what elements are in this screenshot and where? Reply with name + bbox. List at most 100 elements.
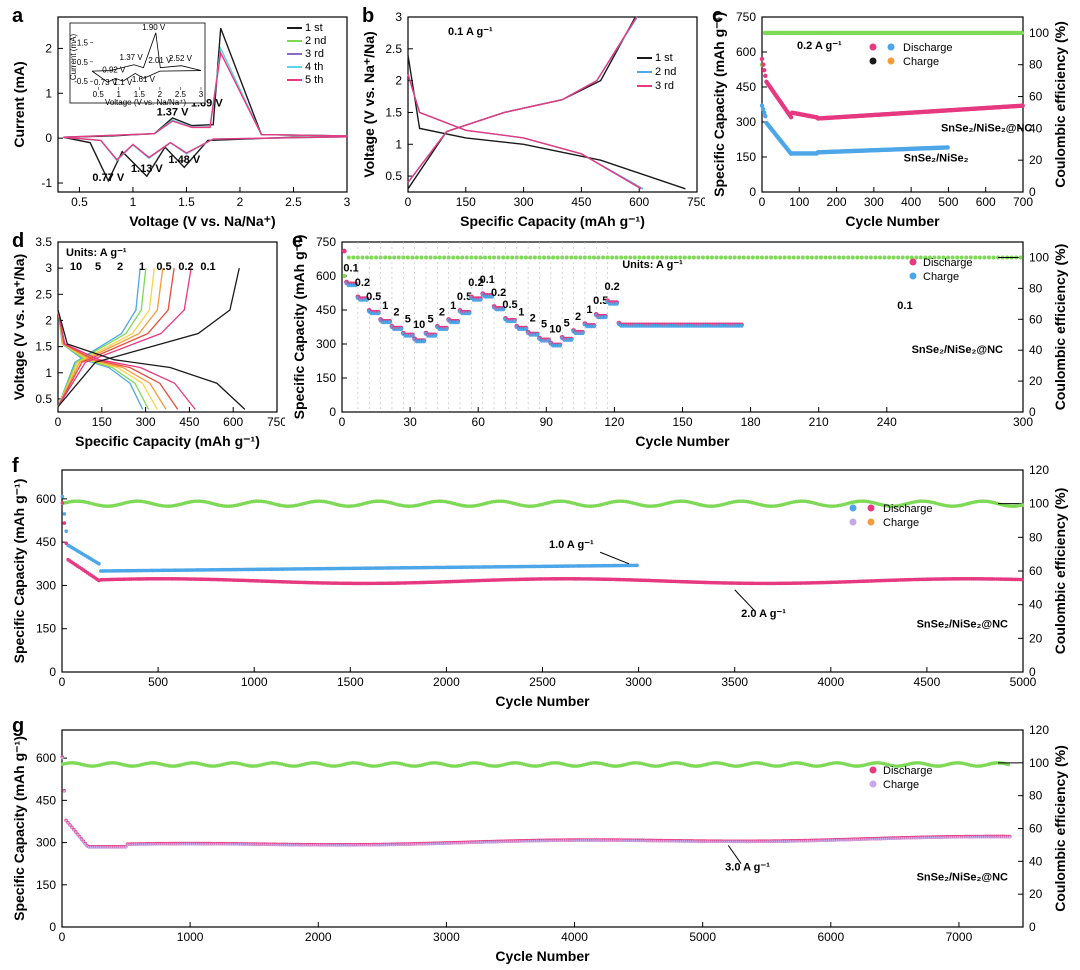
- svg-text:2: 2: [117, 261, 123, 273]
- svg-text:0: 0: [1029, 665, 1036, 679]
- svg-text:Charge: Charge: [923, 271, 959, 283]
- svg-text:0.2: 0.2: [178, 261, 193, 273]
- svg-text:5: 5: [541, 318, 547, 330]
- svg-text:0: 0: [55, 415, 62, 429]
- svg-text:0: 0: [759, 195, 766, 209]
- svg-text:500: 500: [148, 675, 168, 689]
- svg-text:Specific Capacity (mAh g⁻¹): Specific Capacity (mAh g⁻¹): [711, 12, 727, 197]
- svg-text:1.61 V: 1.61 V: [132, 75, 156, 84]
- svg-text:2 nd: 2 nd: [305, 35, 326, 47]
- svg-text:SnSe₂/NiSe₂@NC: SnSe₂/NiSe₂@NC: [912, 344, 1003, 356]
- svg-text:Voltage (V vs. Na⁺/Na): Voltage (V vs. Na⁺/Na): [361, 31, 377, 177]
- svg-text:600: 600: [223, 415, 243, 429]
- svg-text:450: 450: [571, 195, 591, 209]
- panel-label-a: a: [12, 5, 23, 28]
- svg-text:150: 150: [316, 371, 336, 385]
- svg-text:1: 1: [518, 307, 524, 319]
- svg-text:20: 20: [1029, 153, 1043, 167]
- panel-label-d: d: [12, 230, 24, 253]
- svg-text:5: 5: [95, 261, 101, 273]
- svg-text:5000: 5000: [689, 930, 716, 944]
- svg-text:600: 600: [976, 195, 996, 209]
- svg-text:450: 450: [736, 80, 756, 94]
- svg-text:1.13 V: 1.13 V: [131, 163, 163, 175]
- svg-text:0.5: 0.5: [35, 392, 52, 406]
- svg-text:Discharge: Discharge: [923, 257, 973, 269]
- chart-d: 01503004506007500.511.522.533.5Specific …: [10, 230, 285, 450]
- svg-text:Coulombic efficiency (%): Coulombic efficiency (%): [1052, 244, 1068, 410]
- svg-text:Cycle Number: Cycle Number: [495, 693, 590, 709]
- svg-text:400: 400: [901, 195, 921, 209]
- svg-text:100: 100: [1029, 756, 1049, 770]
- svg-text:450: 450: [36, 793, 56, 807]
- svg-text:3000: 3000: [433, 930, 460, 944]
- svg-text:40: 40: [1029, 854, 1043, 868]
- svg-text:0.1: 0.1: [200, 261, 215, 273]
- svg-text:Charge: Charge: [883, 517, 919, 529]
- svg-text:2: 2: [237, 195, 244, 209]
- svg-text:2500: 2500: [529, 675, 556, 689]
- svg-text:Units: A g⁻¹: Units: A g⁻¹: [66, 247, 127, 259]
- svg-text:120: 120: [604, 415, 624, 429]
- svg-text:1000: 1000: [177, 930, 204, 944]
- svg-text:5: 5: [405, 313, 411, 325]
- chart-e: 0306090120150180210240300015030045060075…: [290, 230, 1075, 450]
- svg-text:450: 450: [179, 415, 199, 429]
- svg-text:0: 0: [1029, 185, 1036, 199]
- svg-text:80: 80: [1029, 281, 1043, 295]
- svg-text:0: 0: [45, 131, 52, 145]
- svg-text:SnSe₂/NiSe₂@NC: SnSe₂/NiSe₂@NC: [917, 872, 1008, 884]
- svg-text:450: 450: [316, 303, 336, 317]
- svg-text:Coulombic efficiency (%): Coulombic efficiency (%): [1052, 21, 1068, 187]
- svg-text:1 st: 1 st: [305, 22, 323, 34]
- svg-text:40: 40: [1029, 598, 1043, 612]
- svg-text:1500: 1500: [337, 675, 364, 689]
- svg-text:500: 500: [938, 195, 958, 209]
- svg-text:100: 100: [1029, 26, 1049, 40]
- svg-text:750: 750: [736, 10, 756, 24]
- svg-text:Cycle Number: Cycle Number: [845, 213, 940, 229]
- svg-text:0: 0: [59, 675, 66, 689]
- svg-text:Specific Capacity (mAh g⁻¹): Specific Capacity (mAh g⁻¹): [460, 213, 645, 229]
- svg-text:Discharge: Discharge: [903, 42, 953, 54]
- svg-text:150: 150: [672, 415, 692, 429]
- svg-text:0: 0: [329, 405, 336, 419]
- svg-text:750: 750: [267, 415, 285, 429]
- svg-text:0.77 V: 0.77 V: [92, 172, 124, 184]
- svg-text:3.0 A g⁻¹: 3.0 A g⁻¹: [725, 862, 770, 874]
- svg-text:Charge: Charge: [903, 56, 939, 68]
- svg-text:300: 300: [316, 337, 336, 351]
- svg-text:1 st: 1 st: [655, 52, 673, 64]
- svg-text:0.1: 0.1: [343, 262, 358, 274]
- svg-text:2: 2: [530, 313, 536, 325]
- svg-text:300: 300: [36, 836, 56, 850]
- panel-c: c01002003004005006007000150300450600750C…: [710, 5, 1075, 230]
- svg-text:0: 0: [49, 920, 56, 934]
- svg-text:-1: -1: [41, 176, 52, 190]
- svg-text:180: 180: [741, 415, 761, 429]
- svg-text:5: 5: [427, 313, 433, 325]
- svg-text:10: 10: [413, 319, 425, 331]
- svg-text:150: 150: [736, 150, 756, 164]
- panel-f: f050010001500200025003000350040004500500…: [10, 455, 1075, 710]
- svg-text:Cycle Number: Cycle Number: [495, 948, 590, 964]
- svg-text:SnSe₂/NiSe₂@NC: SnSe₂/NiSe₂@NC: [917, 618, 1008, 630]
- svg-text:0.2 A g⁻¹: 0.2 A g⁻¹: [797, 40, 842, 52]
- svg-text:Voltage (V vs. Na/Na⁺): Voltage (V vs. Na/Na⁺): [129, 213, 275, 229]
- svg-text:1: 1: [45, 366, 52, 380]
- svg-text:1.37 V: 1.37 V: [120, 53, 144, 62]
- svg-text:60: 60: [472, 415, 486, 429]
- svg-text:1.90 V: 1.90 V: [142, 23, 166, 32]
- svg-text:20: 20: [1029, 374, 1043, 388]
- svg-text:150: 150: [36, 878, 56, 892]
- chart-g: 0100020003000400050006000700001503004506…: [10, 715, 1075, 965]
- svg-text:Voltage (V vs. Na⁺/Na): Voltage (V vs. Na⁺/Na): [11, 254, 27, 400]
- svg-text:60: 60: [1029, 564, 1043, 578]
- svg-text:0: 0: [59, 930, 66, 944]
- svg-text:60: 60: [1029, 312, 1043, 326]
- svg-text:150: 150: [92, 415, 112, 429]
- svg-text:120: 120: [1029, 723, 1049, 737]
- svg-text:0.2: 0.2: [355, 277, 370, 289]
- svg-text:2: 2: [393, 307, 399, 319]
- svg-text:1.5: 1.5: [77, 38, 89, 47]
